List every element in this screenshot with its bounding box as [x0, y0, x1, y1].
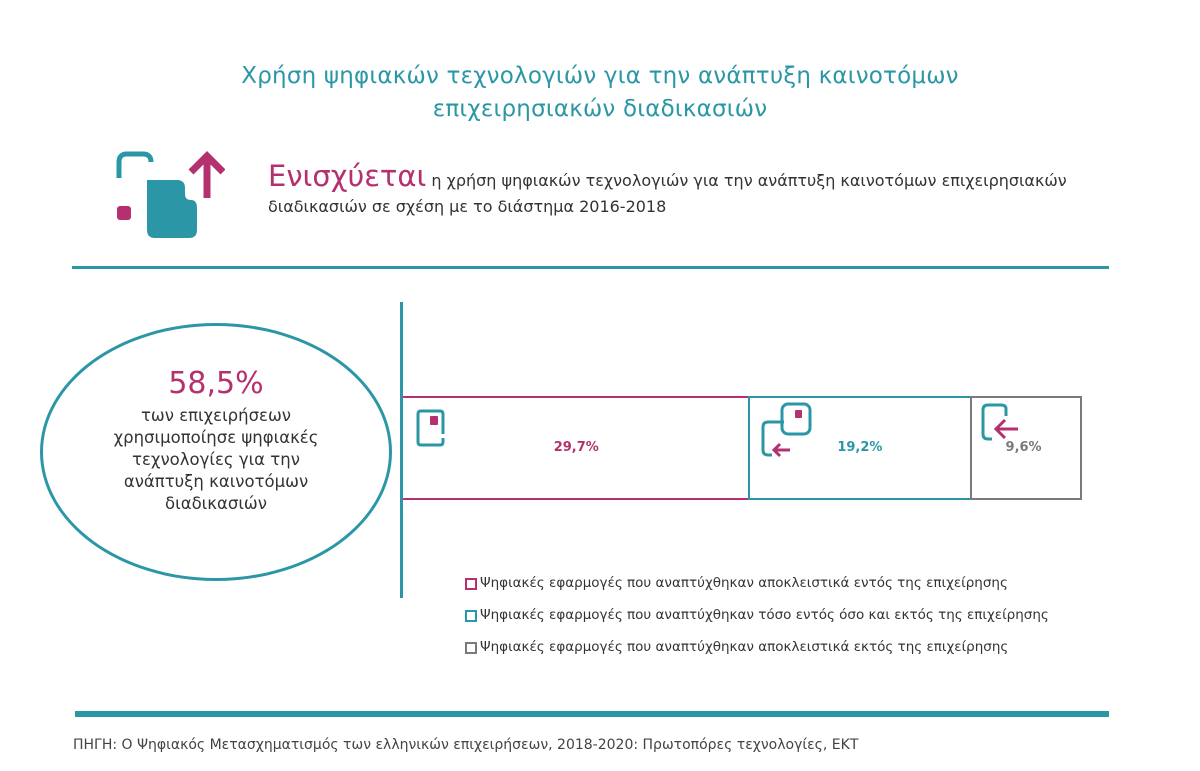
growth-icon	[116, 151, 225, 238]
legend-swatch	[465, 578, 477, 590]
legend-item: Ψηφιακές εφαρμογές που αναπτύχθηκαν τόσο…	[465, 607, 1049, 639]
legend: Ψηφιακές εφαρμογές που αναπτύχθηκαν αποκ…	[465, 575, 1049, 671]
headline-text: η χρήση ψηφιακών τεχνολογιών για την ανά…	[268, 171, 1067, 216]
title-line-2: επιχειρησιακών διαδικασιών	[432, 96, 768, 122]
summary-value: 58,5%	[168, 366, 264, 401]
summary-ellipse	[40, 323, 392, 581]
legend-swatch	[465, 642, 477, 654]
bar-segment: 19,2%	[747, 396, 973, 500]
legend-label: Ψηφιακές εφαρμογές που αναπτύχθηκαν τόσο…	[480, 607, 1049, 623]
summary-line: ανάπτυξη καινοτόμων	[123, 472, 309, 491]
summary-line: χρησιμοποίησε ψηφιακές	[113, 428, 319, 447]
headline-emphasis: Ενισχύεται	[268, 159, 427, 193]
title-line-1: Χρήση ψηφιακών τεχνολογιών για την ανάπτ…	[241, 63, 959, 89]
summary-line: τεχνολογίες για την	[132, 450, 300, 469]
headline: Ενισχύεται η χρήση ψηφιακών τεχνολογιών …	[268, 162, 1068, 220]
bar-segment: 9,6%	[970, 396, 1082, 500]
mixed-app-icon	[761, 402, 812, 458]
data-label: 29,7%	[553, 440, 599, 455]
summary-line: των επιχειρήσεων	[140, 406, 292, 425]
inside-app-icon	[416, 409, 445, 447]
legend-swatch	[465, 610, 477, 622]
chart-axis	[400, 302, 403, 598]
legend-label: Ψηφιακές εφαρμογές που αναπτύχθηκαν αποκ…	[480, 575, 1008, 591]
summary-text: των επιχειρήσεων χρησιμοποίησε ψηφιακές …	[40, 405, 392, 515]
divider-bottom	[75, 711, 1109, 717]
page-title: Χρήση ψηφιακών τεχνολογιών για την ανάπτ…	[0, 60, 1200, 126]
summary-line: διαδικασιών	[165, 494, 267, 513]
data-label: 9,6%	[1005, 440, 1042, 455]
divider	[72, 266, 1109, 269]
data-label: 19,2%	[837, 440, 883, 455]
legend-item: Ψηφιακές εφαρμογές που αναπτύχθηκαν αποκ…	[465, 639, 1049, 671]
legend-label: Ψηφιακές εφαρμογές που αναπτύχθηκαν αποκ…	[480, 639, 1009, 655]
legend-item: Ψηφιακές εφαρμογές που αναπτύχθηκαν αποκ…	[465, 575, 1049, 607]
source-note: ΠΗΓΗ: Ο Ψηφιακός Μετασχηματισμός των ελλ…	[73, 737, 859, 753]
outside-app-icon	[981, 403, 1019, 441]
bar-segment: 29,7%	[403, 396, 750, 500]
